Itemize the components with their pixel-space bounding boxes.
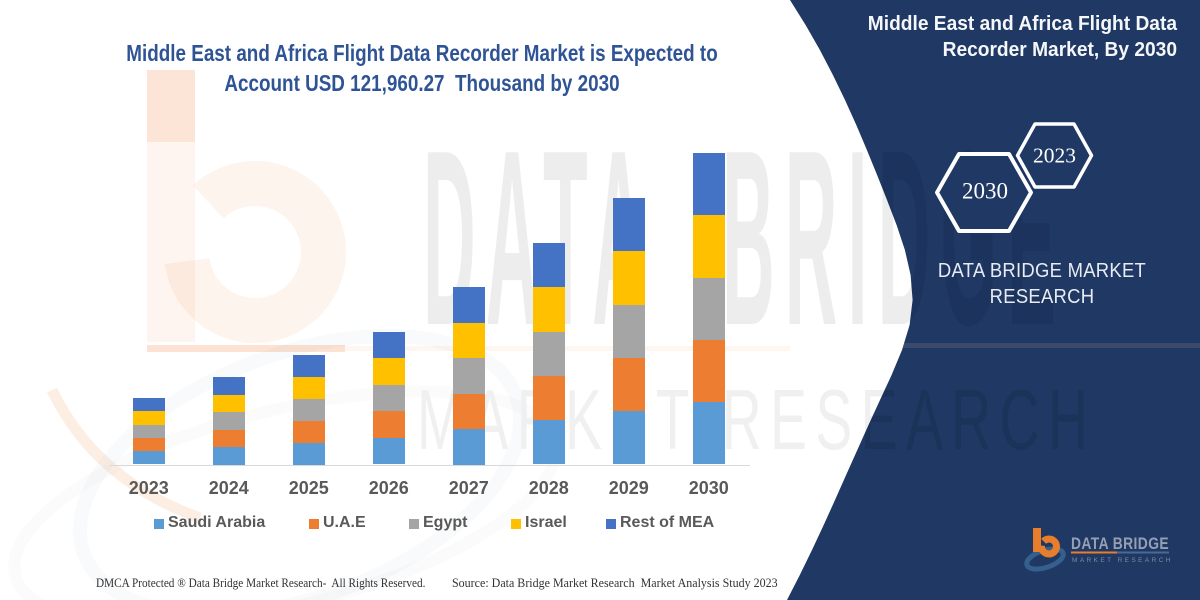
svg-text:2023: 2023 bbox=[1033, 144, 1076, 168]
svg-text:MARKET RESEARCH: MARKET RESEARCH bbox=[1072, 557, 1173, 564]
svg-text:2030: 2030 bbox=[962, 179, 1008, 204]
svg-text:DATA BRIDGE: DATA BRIDGE bbox=[1071, 534, 1169, 553]
